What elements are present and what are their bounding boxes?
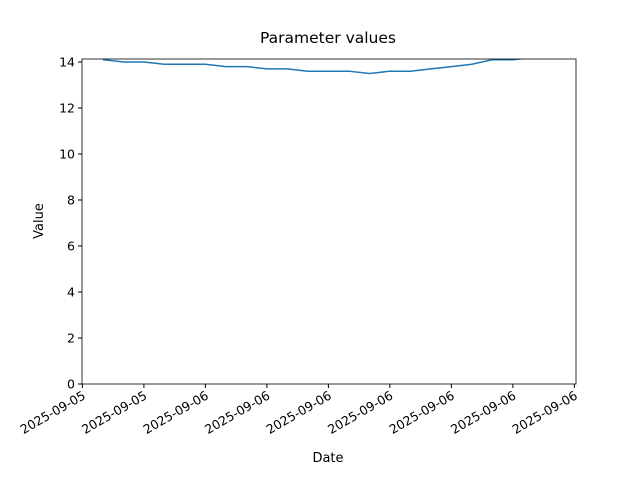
x-axis-label: Date (312, 451, 343, 466)
plot-frame (81, 58, 577, 385)
y-tick-label: 2 (67, 330, 75, 345)
y-tick-label: 6 (67, 238, 75, 253)
y-tick-label: 12 (59, 100, 75, 115)
plot-area (102, 59, 526, 75)
y-tick-label: 10 (59, 146, 75, 161)
y-tick-label: 14 (59, 54, 75, 69)
y-tick-label: 0 (67, 377, 75, 392)
y-axis-label: Value (32, 203, 47, 239)
y-tick-label: 8 (67, 192, 75, 207)
y-tick-label: 4 (67, 284, 75, 299)
chart-title: Parameter values (260, 29, 396, 47)
data-line (102, 59, 526, 75)
